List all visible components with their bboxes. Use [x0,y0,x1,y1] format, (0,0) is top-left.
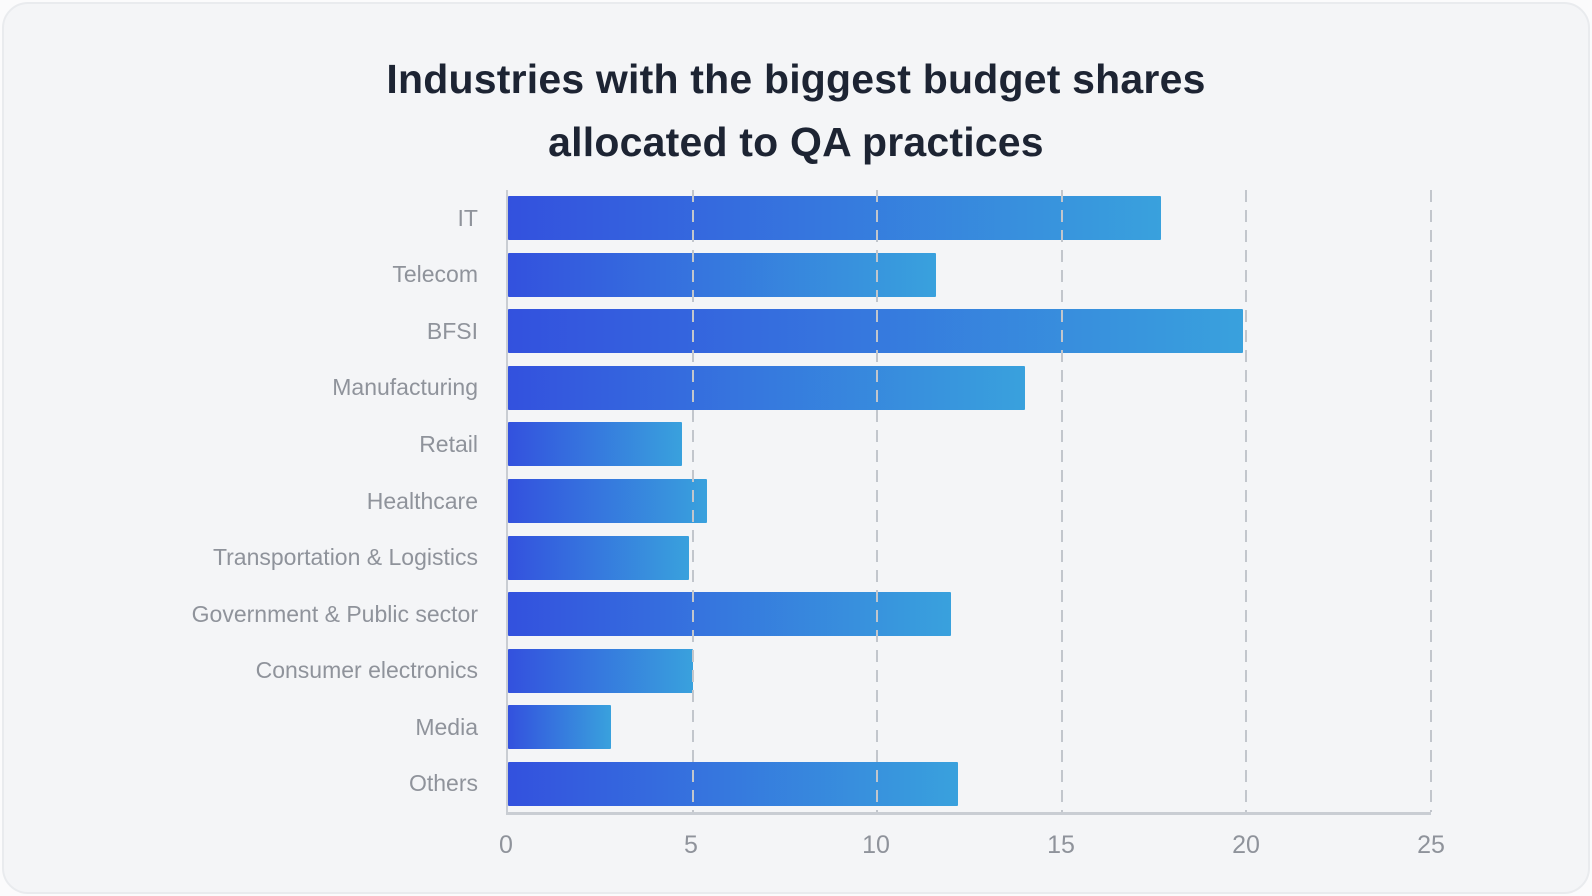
gridline-x-25 [1430,190,1432,812]
gridline-x-20 [1245,190,1248,812]
bar-row-manufacturing [508,360,1431,417]
x-tick-label-0: 0 [499,831,513,859]
bar-row-media [508,699,1431,756]
bar-row-telecom [508,247,1431,304]
bar-row-healthcare [508,473,1431,530]
bar-others [508,761,959,806]
category-label-it: IT [457,204,478,231]
bar-row-government-and-public-sector [508,586,1431,643]
bar-consumer-electronics [508,648,693,693]
x-axis-tick-labels: 0 5 10 15 20 25 [499,815,1445,859]
bar-it [508,196,1162,241]
category-label-transportation-and-logistics: Transportation & Logistics [212,544,478,571]
bar-row-others [508,755,1431,812]
category-label-telecom: Telecom [392,261,478,288]
category-label-consumer-electronics: Consumer electronics [255,657,478,684]
x-tick-label-20: 20 [1232,831,1260,859]
category-label-government-and-public-sector: Government & Public sector [191,600,478,627]
bar-bfsi [508,309,1243,354]
x-tick-label-25: 25 [1417,831,1445,859]
bar-retail [508,422,682,467]
bar-manufacturing [508,365,1025,410]
gridline-x-10 [876,190,879,812]
bar-row-bfsi [508,303,1431,360]
chart-title: Industries with the biggest budget share… [4,48,1588,174]
category-label-healthcare: Healthcare [366,487,478,514]
bar-media [508,705,612,750]
chart-title-line-1: Industries with the biggest budget share… [386,56,1206,102]
category-label-retail: Retail [419,430,478,457]
category-label-others: Others [408,770,478,797]
chart-title-line-2: allocated to QA practices [548,119,1044,165]
x-tick-label-5: 5 [684,831,698,859]
x-tick-label-15: 15 [1047,831,1075,859]
bar-row-transportation-and-logistics [508,529,1431,586]
bar-telecom [508,252,937,297]
bar-rows [508,190,1431,812]
bar-row-it [508,190,1431,247]
bar-chart: IT Telecom BFSI Manufacturing Retail Healthca… [68,190,1445,859]
category-label-bfsi: BFSI [426,317,478,344]
category-axis-labels: IT Telecom BFSI Manufacturing Retail Healthca… [68,190,478,812]
gridline-x-5 [691,190,694,812]
category-label-manufacturing: Manufacturing [332,374,478,401]
gridline-x-15 [1060,190,1063,812]
category-label-media: Media [415,713,478,740]
x-tick-label-10: 10 [862,831,890,859]
bar-healthcare [508,479,708,523]
bar-transportation-and-logistics [508,535,689,580]
bar-row-retail [508,416,1431,473]
plot-area [506,190,1432,815]
bar-row-consumer-electronics [508,642,1431,699]
bar-government-and-public-sector [508,592,952,637]
